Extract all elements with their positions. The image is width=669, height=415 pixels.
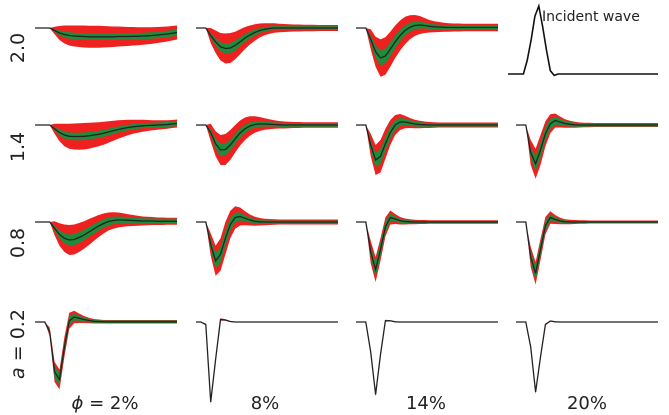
incident-wave-line — [508, 3, 658, 77]
panel-r1-c1 — [196, 116, 338, 165]
inner-band-r0-c1 — [196, 26, 338, 54]
row-label-2: 0.8 — [7, 228, 29, 258]
mean-line-r0-c0 — [35, 27, 178, 38]
mean-line-r1-c1 — [196, 123, 338, 151]
row-label-3: a = 0.2 — [7, 309, 29, 379]
outer-band-r1-c1 — [196, 116, 338, 165]
outer-band-r1-c3 — [516, 113, 658, 179]
mean-line-r0-c1 — [196, 27, 338, 50]
inner-band-r2-c3 — [516, 214, 658, 281]
panel-r2-c1 — [196, 206, 338, 276]
panel-r1-c0 — [35, 119, 178, 150]
panel-r2-c3 — [516, 211, 658, 285]
mean-line-r2-c0 — [35, 219, 177, 241]
panel-r3-c2 — [356, 319, 498, 397]
panel-r1-c3 — [516, 113, 658, 179]
col-label-3: 20% — [567, 393, 607, 414]
incident-wave-label: Incident wave — [542, 9, 640, 25]
mean-line-r1-c3 — [516, 119, 658, 166]
inner-band-r1-c1 — [196, 121, 338, 156]
panel-r0-c0 — [35, 25, 178, 48]
col-label-0: ϕ = 2% — [72, 393, 139, 414]
panel-r3-c0 — [35, 310, 177, 390]
inner-band-r0-c0 — [35, 28, 177, 40]
panel-r0-c1 — [196, 23, 338, 64]
col-label-2: 14% — [406, 393, 446, 414]
panel-r3-c1 — [196, 318, 338, 404]
outer-band-r0-c1 — [196, 23, 338, 64]
outer-band-r3-c1 — [196, 318, 338, 404]
row-label-1: 1.4 — [7, 132, 29, 162]
inner-band-r3-c1 — [196, 318, 338, 404]
inner-band-r2-c1 — [196, 212, 338, 269]
mean-line-r2-c2 — [356, 216, 498, 273]
mean-line-r3-c2 — [356, 320, 498, 395]
outer-band-r0-c2 — [356, 15, 498, 77]
mean-line-r3-c0 — [35, 316, 177, 382]
inner-band-r2-c0 — [35, 216, 177, 246]
mean-line-r2-c1 — [196, 215, 338, 263]
panel-r1-c2 — [356, 114, 498, 175]
mean-line-r3-c1 — [196, 318, 338, 403]
row-label-0: 2.0 — [7, 33, 29, 63]
inner-band-r0-c2 — [356, 21, 498, 66]
panel-r2-c2 — [356, 210, 498, 282]
col-label-1: 8% — [251, 393, 280, 414]
panel-grid — [35, 3, 658, 404]
mean-line-r1-c0 — [35, 122, 178, 138]
mean-line-r3-c3 — [516, 320, 658, 393]
mean-line-r2-c3 — [516, 216, 658, 274]
panel-r2-c0 — [35, 212, 177, 255]
panel-r0-c2 — [356, 15, 498, 77]
mean-line-r0-c2 — [356, 24, 498, 59]
panel-r3-c3 — [516, 320, 658, 394]
mean-line-r1-c2 — [356, 121, 498, 162]
